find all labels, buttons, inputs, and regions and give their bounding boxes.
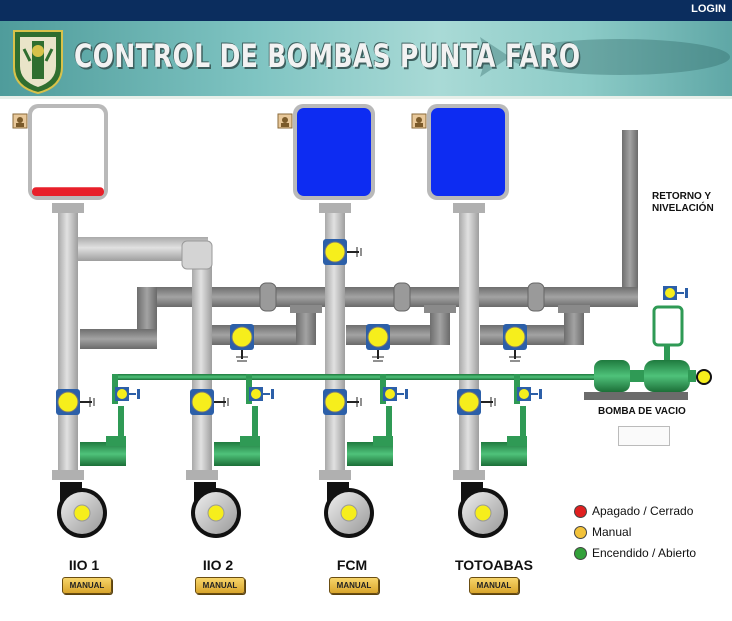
manual-button-totoabas[interactable]: MANUAL xyxy=(469,577,519,594)
fish-graphic xyxy=(480,37,730,77)
shield-logo xyxy=(13,30,63,95)
vacuum-valve-1[interactable] xyxy=(115,387,140,401)
vacuum-valve-3[interactable] xyxy=(383,387,408,401)
vacuum-status-indicator xyxy=(696,369,712,385)
pump-label-fcm: FCM xyxy=(336,557,368,573)
pump-fcm[interactable] xyxy=(324,482,374,538)
bomba-vacio-label: BOMBA DE VACIO xyxy=(598,406,686,417)
vacuum-valve-4[interactable] xyxy=(517,387,542,401)
pump-iio2[interactable] xyxy=(191,482,241,538)
user-icon[interactable] xyxy=(12,113,28,129)
legend-label: Encendido / Abierto xyxy=(592,546,697,560)
login-link[interactable]: LOGIN xyxy=(691,3,726,15)
legend-item-off: Apagado / Cerrado xyxy=(574,503,693,519)
top-bar: LOGIN xyxy=(0,0,732,21)
user-icon[interactable] xyxy=(411,113,427,129)
pump-totoabas[interactable] xyxy=(458,482,508,538)
valve-return-2[interactable] xyxy=(366,324,390,362)
status-red-icon xyxy=(574,505,587,519)
tank-iio1 xyxy=(28,104,108,200)
header-banner: CONTROL DE BOMBAS PUNTA FARO xyxy=(0,21,732,96)
banner-strip xyxy=(0,96,732,99)
pump-label-iio1: IIO 1 xyxy=(68,557,100,573)
legend-item-on: Encendido / Abierto xyxy=(574,545,696,561)
valve-return-1[interactable] xyxy=(230,324,254,362)
legend-label: Apagado / Cerrado xyxy=(592,504,694,518)
page-title: CONTROL DE BOMBAS PUNTA FARO xyxy=(74,37,581,75)
manual-button-fcm[interactable]: MANUAL xyxy=(329,577,379,594)
valve-iio2[interactable] xyxy=(190,389,229,415)
tank-level-fcm xyxy=(297,108,371,196)
tank-totoabas xyxy=(427,104,509,200)
status-green-icon xyxy=(574,547,587,561)
legend-label: Manual xyxy=(592,525,632,539)
retorno-line-1: RETORNO Y xyxy=(652,191,712,202)
manual-button-iio2[interactable]: MANUAL xyxy=(195,577,245,594)
manual-button-iio1[interactable]: MANUAL xyxy=(62,577,112,594)
tank-fcm xyxy=(293,104,375,200)
broken-image xyxy=(618,426,670,446)
valve-totoabas[interactable] xyxy=(457,389,496,415)
legend-item-manual: Manual xyxy=(574,524,631,540)
vacuum-valve-top[interactable] xyxy=(663,286,688,300)
status-yellow-icon xyxy=(574,526,587,540)
retorno-label: RETORNO Y NIVELACIÓN xyxy=(652,191,714,215)
pump-label-iio2: IIO 2 xyxy=(202,557,234,573)
vacuum-pump[interactable] xyxy=(584,305,696,400)
valve-fcm[interactable] xyxy=(323,389,362,415)
vacuum-valve-2[interactable] xyxy=(249,387,274,401)
pump-scene xyxy=(12,104,712,538)
user-icon[interactable] xyxy=(277,113,293,129)
valve-return-3[interactable] xyxy=(503,324,527,362)
tank-level-totoabas xyxy=(431,108,505,196)
tank-level-iio1 xyxy=(32,187,104,196)
pump-label-totoabas: TOTOABAS xyxy=(454,557,534,573)
retorno-line-2: NIVELACIÓN xyxy=(652,203,714,214)
valve-iio1[interactable] xyxy=(56,389,95,415)
pump-iio1[interactable] xyxy=(57,482,107,538)
valve-fcm-upper[interactable] xyxy=(323,239,362,265)
